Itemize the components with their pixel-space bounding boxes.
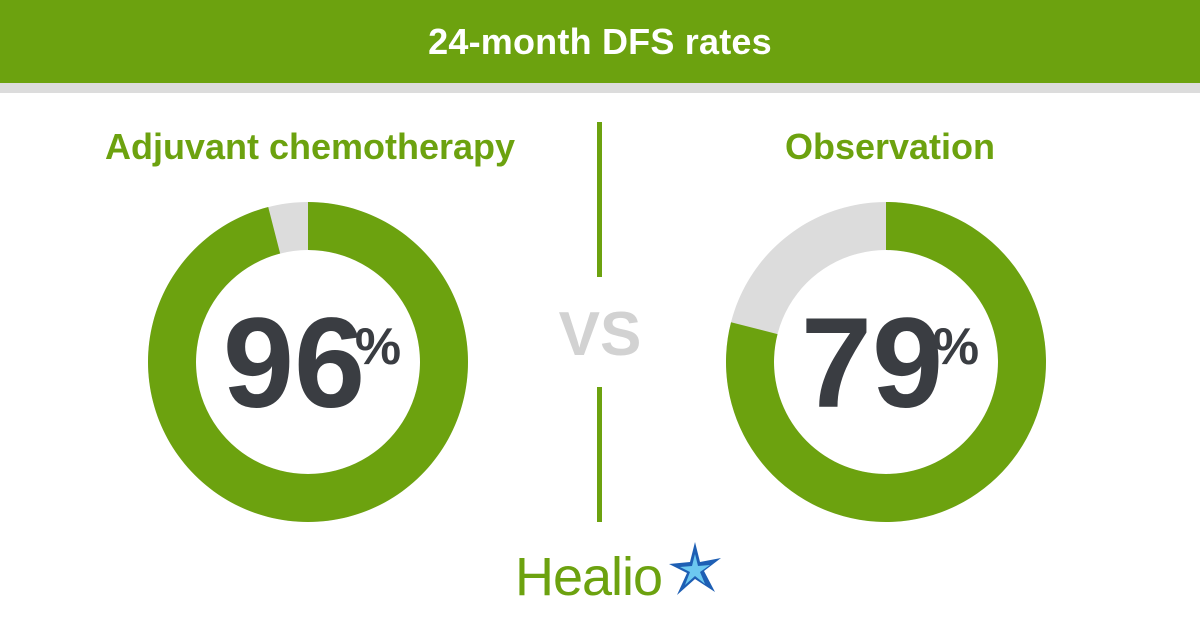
- donut-adjuvant-chemotherapy: 96 %: [147, 202, 469, 522]
- vertical-divider-bottom: [597, 387, 602, 522]
- donut-value-arc-observation: [726, 202, 1046, 522]
- vertical-divider-top: [597, 122, 602, 277]
- logo-wordmark: Healio: [515, 547, 663, 607]
- star-icon: [669, 542, 721, 595]
- value-number-observation: 79: [801, 292, 943, 435]
- donut-value-arc-adjuvant: [147, 202, 469, 522]
- chart-title: 24-month DFS rates: [428, 20, 772, 62]
- value-percent-sign-observation: %: [933, 318, 979, 376]
- header-bar: 24-month DFS rates: [0, 0, 1200, 83]
- header-divider: [0, 83, 1200, 93]
- label-observation: Observation: [784, 126, 996, 167]
- vs-label: VS: [558, 300, 642, 369]
- healio-logo: Healio: [515, 540, 725, 610]
- value-number-adjuvant: 96: [223, 292, 365, 435]
- value-percent-sign-adjuvant: %: [355, 318, 401, 376]
- donut-observation: 79 %: [725, 202, 1046, 523]
- label-adjuvant-chemotherapy: Adjuvant chemotherapy: [104, 126, 516, 167]
